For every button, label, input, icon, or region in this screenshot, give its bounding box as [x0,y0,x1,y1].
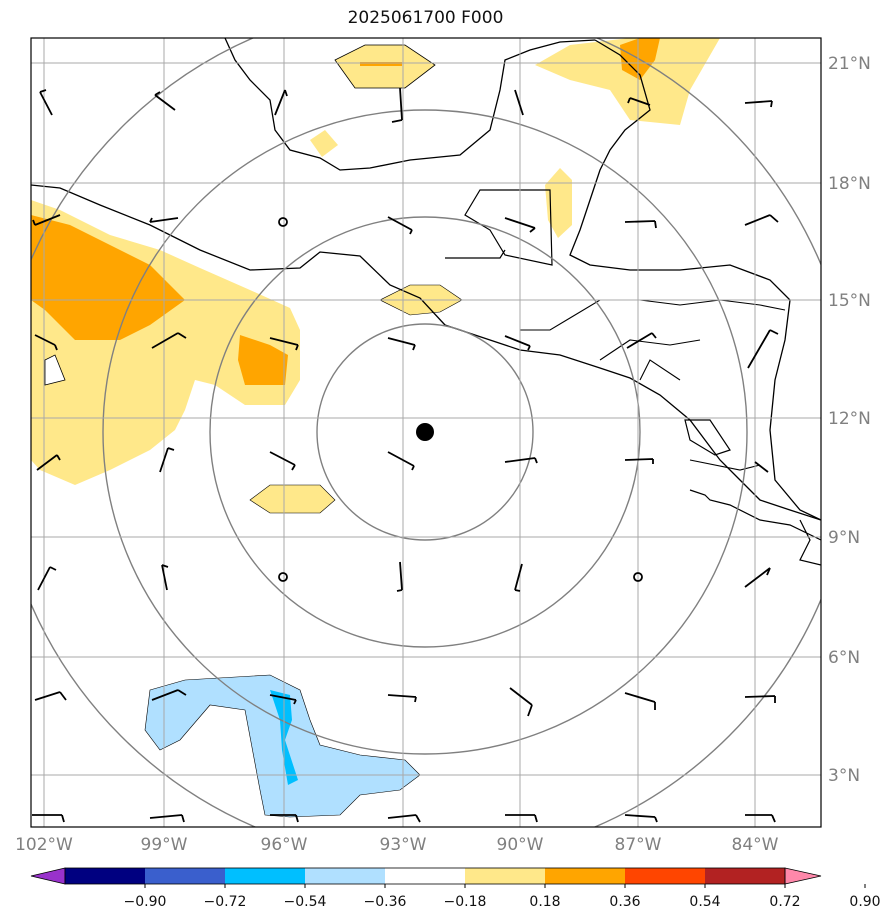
colorbar-segment [385,868,465,884]
map-frame [30,37,822,828]
lat-label: 6°N [828,648,860,668]
lat-label: 12°N [828,409,871,429]
storm-center-marker [416,423,434,441]
longitude-labels: 102°W 99°W 96°W 93°W 90°W 87°W 84°W [15,835,779,855]
lat-label: 9°N [828,528,860,548]
shade-white-patch [44,354,66,386]
range-rings [31,38,821,827]
lon-label: 87°W [615,835,662,855]
lat-label: 3°N [828,766,860,786]
colorbar-segment [145,868,225,884]
shade-top-yellow [334,44,436,89]
colorbar-tick-label: 0.18 [529,894,560,910]
shade-small-yellow [310,130,338,157]
lat-label: 15°N [828,291,871,311]
wind-barbs [32,87,779,823]
colorbar-tick-label: 0.36 [609,894,640,910]
colorbar-extend-low [30,867,66,885]
colorbar-tick-label: −0.54 [284,894,327,910]
colorbar-segment [705,868,785,884]
coastline-panama [689,489,821,566]
colorbar-segment [225,868,305,884]
colorbar-frame [64,867,786,885]
colorbar-segment [625,868,705,884]
colorbar-tick-label: −0.90 [124,894,167,910]
colorbar-tick-label: 0.54 [689,894,720,910]
lon-label: 93°W [380,835,427,855]
lon-label: 99°W [141,835,188,855]
shade-south-yellow [249,484,336,514]
map-title: 2025061700 F000 [347,8,504,28]
lat-label: 21°N [828,54,871,74]
lon-label: 96°W [261,835,308,855]
colorbar-tick-label: −0.36 [364,894,407,910]
shade-ne-yellow [535,38,720,125]
colorbar-extend-high [784,867,822,885]
lon-label: 90°W [497,835,544,855]
colorbar: −0.90 −0.72 −0.54 −0.36 −0.18 0.18 0.36 0.54 0.7… [30,867,881,910]
colorbar-tick-label: 0.90 [849,894,880,910]
lon-label: 84°W [732,835,779,855]
border-mexico-guatemala [445,189,553,266]
colorbar-segment [545,868,625,884]
shade-west-orange-2 [238,335,288,385]
colorbar-tick-label: −0.72 [204,894,247,910]
colorbar-segment [465,868,545,884]
lake-nicaragua [684,419,731,456]
shade-west-orange [31,215,185,340]
colorbar-tick-label: 0.72 [769,894,800,910]
colorbar-segment [65,868,145,884]
gridlines [31,38,821,827]
shade-mid-yellow [545,168,572,238]
colorbar-tick-label: −0.18 [444,894,487,910]
coastline-gulf [224,38,596,171]
colorbar-segment [305,868,385,884]
latitude-labels: 21°N 18°N 15°N 12°N 9°N 6°N 3°N [828,54,871,786]
lon-label: 102°W [15,835,73,855]
lat-label: 18°N [828,174,871,194]
